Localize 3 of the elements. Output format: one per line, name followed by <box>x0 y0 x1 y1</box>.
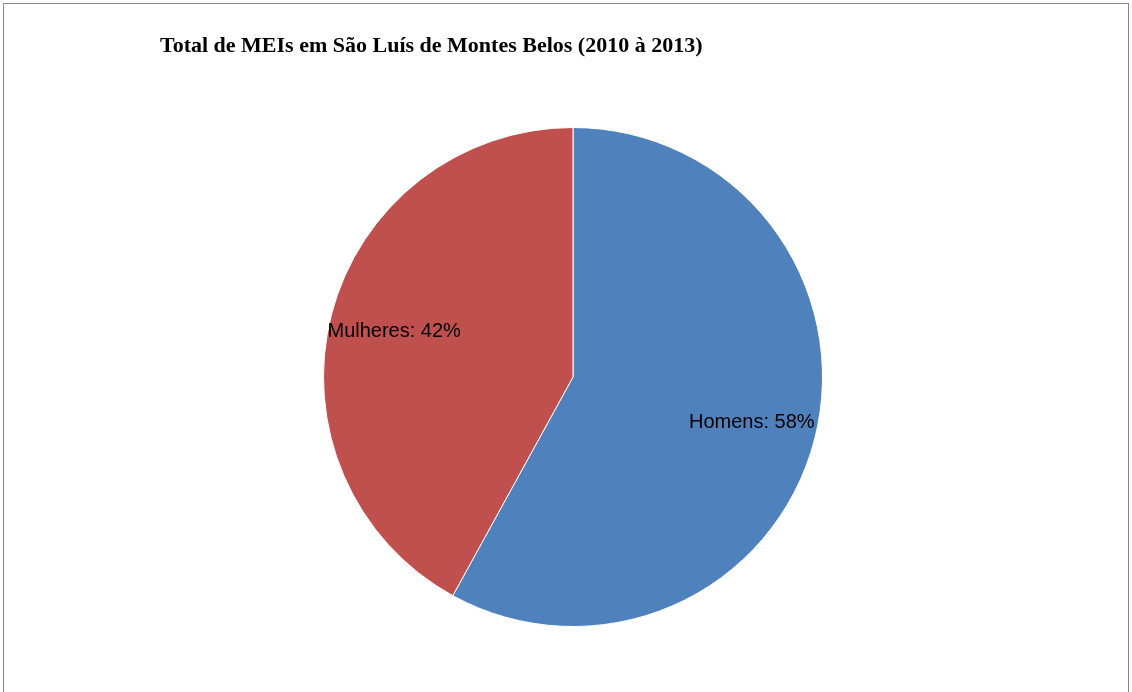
slice-label: Mulheres: 42% <box>327 318 462 341</box>
slice-label: Homens: 58% <box>689 410 815 433</box>
chart-title: Total de MEIs em São Luís de Montes Belos (2010 à 2013) <box>160 32 703 58</box>
